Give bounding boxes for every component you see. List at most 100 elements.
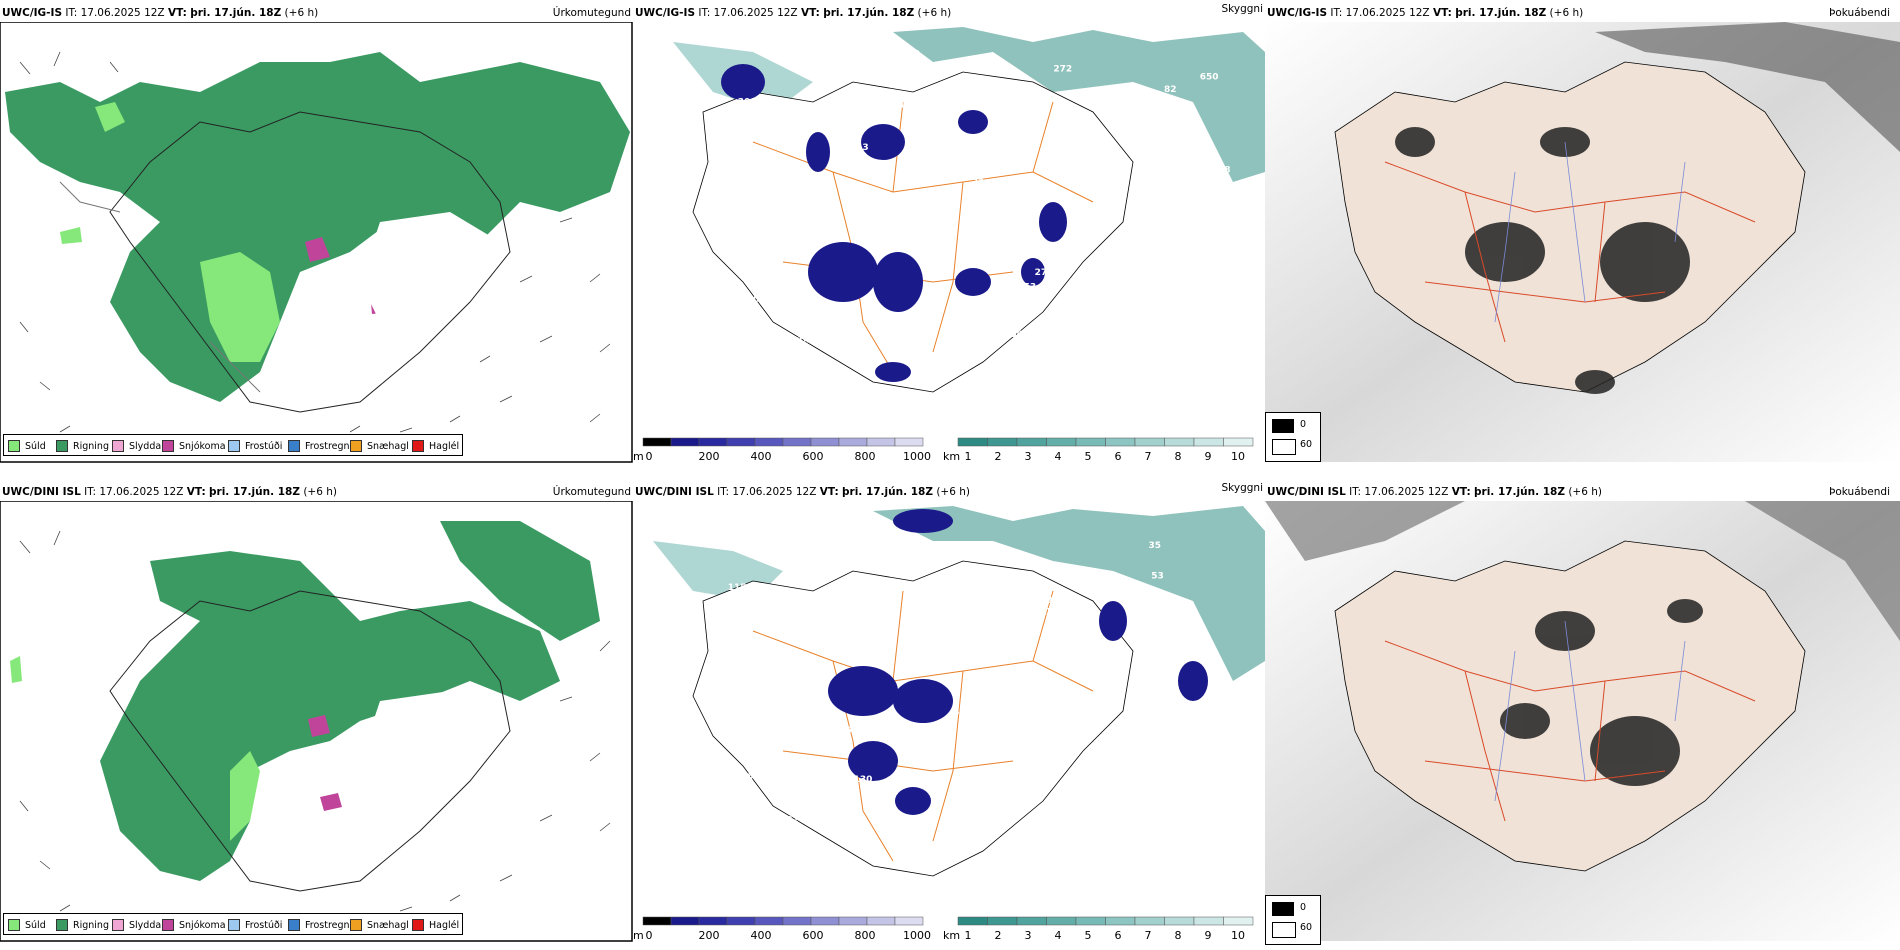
issue-time: 17.06.2025 12Z	[713, 7, 798, 19]
precip-map	[0, 501, 633, 942]
cloudbase-label: 42	[750, 831, 763, 841]
cloudbase-label: 57	[778, 714, 791, 724]
lead-time: (+6 h)	[303, 486, 337, 498]
cloudbase-label: 141	[1161, 802, 1180, 812]
valid-time: þri. 17.jún. 18Z	[190, 7, 282, 19]
legend-item: Rigning	[56, 919, 109, 931]
tick-label: 9	[1204, 450, 1212, 463]
valid-label: VT:	[819, 486, 839, 498]
panel-header: UWC/DINI ISL IT: 17.06.2025 12Z VT: þri.…	[0, 484, 633, 502]
model-name: UWC/DINI ISL	[1267, 486, 1346, 498]
tick-label: 6	[1114, 929, 1122, 942]
cloudbase-label: 126	[981, 162, 1000, 172]
cloudbase-label: 58	[1016, 118, 1029, 128]
cloudbase-label: 208	[1212, 165, 1231, 175]
cloudbase-label: 35	[1149, 541, 1162, 551]
cloudbase-label: 213	[1068, 828, 1087, 838]
cloudbase-label: 248	[1034, 596, 1053, 606]
panel-title: Skyggni	[1221, 482, 1264, 494]
colorbars	[642, 916, 1254, 926]
legend-item: Snæhagl	[350, 919, 409, 931]
colorbars	[642, 437, 1254, 447]
fog-legend: 0 60	[1265, 412, 1321, 462]
cloudbase-label: 53	[1024, 282, 1037, 292]
tick-label: 0	[645, 929, 653, 942]
cloudbase-label: 38	[969, 607, 982, 617]
cloudbase-label: 395	[808, 725, 827, 735]
tick-label: 0	[645, 450, 653, 463]
cloudbase-label: 96	[904, 331, 917, 341]
legend-item: Frostregn	[288, 919, 350, 931]
cloudbase-label: 112	[1212, 755, 1231, 765]
tick-label: 8	[1174, 450, 1182, 463]
legend-item: Frostúði	[228, 919, 282, 931]
cloudbase-label: 60	[1104, 659, 1117, 669]
legend-item: Súld	[8, 919, 46, 931]
cloudbase-label: 130	[854, 775, 873, 785]
fog-rivers	[1494, 620, 1686, 802]
cloudbase-label: 104	[895, 195, 914, 205]
cloudbase-label: 59	[1010, 330, 1023, 340]
cloudbase-label: 69	[972, 186, 985, 196]
tick-label: 9	[1204, 929, 1212, 942]
cloudbase-label: 65	[756, 372, 769, 382]
cloudbase-label: 123	[730, 177, 749, 187]
panel-header: UWC/IG-IS IT: 17.06.2025 12Z VT: þri. 17…	[633, 3, 1265, 23]
lead-time: (+6 h)	[936, 486, 970, 498]
panel-header: UWC/DINI ISL IT: 17.06.2025 12Z VT: þri.…	[633, 482, 1265, 502]
fog-rivers	[1494, 141, 1686, 323]
cloudbase-label: 123	[1007, 704, 1026, 714]
valid-label: VT:	[167, 7, 187, 19]
legend-item: Haglél	[412, 440, 459, 452]
fog-panel-bottom: UWC/DINI ISL IT: 17.06.2025 12Z VT: þri.…	[1265, 479, 1900, 949]
cloudbase-label: 126	[735, 772, 754, 782]
tick-label: 2	[994, 929, 1002, 942]
cloudbase-label: 206	[804, 102, 823, 112]
visibility-colorbar	[957, 437, 1254, 447]
tick-label: 7	[1144, 450, 1152, 463]
cloudbase-label: 95	[1153, 715, 1166, 725]
cloudbase-label: 54	[806, 361, 819, 371]
tick-label: 600	[802, 450, 824, 463]
lead-time: (+6 h)	[1568, 486, 1602, 498]
cloudbase-label: 744	[1103, 841, 1122, 851]
cloudbase-label: 84	[1025, 754, 1038, 764]
row-ig-is: UWC/IG-IS IT: 17.06.2025 12Z VT: þri. 17…	[0, 0, 1900, 470]
tick-label: 6	[1114, 450, 1122, 463]
cloudbase-label: 47	[779, 159, 792, 169]
valid-time: þri. 17.jún. 18Z	[823, 7, 915, 19]
precip-map	[0, 22, 633, 463]
lead-time: (+6 h)	[284, 7, 319, 19]
legend-item: Súld	[8, 440, 46, 452]
cloudbase-label: 124	[1133, 112, 1152, 122]
issue-label: IT:	[1349, 486, 1362, 498]
cloudbase-label: 54	[732, 303, 745, 313]
lead-time: (+6 h)	[917, 7, 952, 19]
fog-legend-swatch	[1272, 439, 1296, 455]
cloud-panel-bottom: UWC/DINI ISL IT: 17.06.2025 12Z VT: þri.…	[633, 479, 1265, 949]
cloudbase-label: 272	[1053, 64, 1072, 74]
fog-legend-swatch	[1272, 902, 1294, 916]
cloudbase-label: 99	[885, 215, 898, 225]
low-cloud-areas	[721, 64, 1067, 382]
fog-legend-swatch	[1272, 419, 1294, 433]
cloudbase-label: 209	[708, 350, 727, 360]
colorbar-swatch	[894, 437, 924, 447]
model-name: UWC/IG-IS	[635, 7, 696, 19]
cloudbase-label: 73	[787, 316, 800, 326]
fog-legend-label: 60	[1300, 922, 1313, 933]
cloudbase-label: 130	[895, 319, 914, 329]
cloudbase-label: 312	[912, 102, 931, 112]
cloudbase-colorbar	[642, 916, 924, 926]
cloudbase-label: 80	[750, 722, 763, 732]
legend-item: Rigning	[56, 440, 109, 452]
tick-label: 3	[1024, 450, 1032, 463]
cloudbase-labels: 245 123 82 99 58 65 148 66 102 143 209 214 312 126 241…	[708, 49, 1230, 395]
issue-time: 17.06.2025 12Z	[732, 486, 817, 498]
colorbar-swatch	[1223, 437, 1254, 447]
tick-label: 600	[802, 929, 824, 942]
cloudbase-label: 102	[747, 295, 766, 305]
cloudbase-unit: m	[633, 929, 644, 942]
tick-label: 1	[964, 929, 972, 942]
cloudbase-label: 147	[901, 175, 920, 185]
